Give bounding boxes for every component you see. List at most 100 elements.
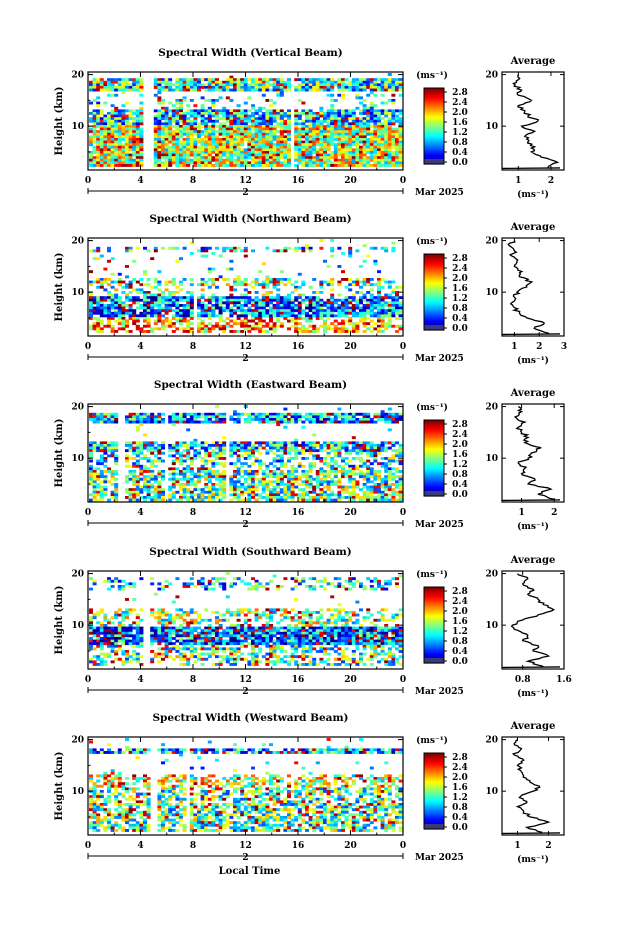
colorbar-step [424,458,444,460]
date-label: Mar 2025 [415,687,464,697]
colorbar-step [424,482,444,484]
colorbar-step [424,797,444,800]
colorbar-step [424,145,444,147]
colorbar-step [424,802,444,805]
colorbar-step [424,275,444,278]
colorbar-step [424,778,444,781]
profile-line [510,573,556,668]
profile-title: Average [510,555,556,566]
x-tick-label: 0 [85,176,91,186]
colorbar-step [424,807,444,810]
x-tick-label: 0 [400,508,406,518]
x-tick-label: 12 [239,508,252,518]
colorbar-step [424,822,444,825]
profile-xlabel: (ms⁻¹) [517,189,549,200]
colorbar-step [424,302,444,304]
profile-frame [501,570,565,670]
colorbar-step [424,791,444,793]
colorbar-step [424,281,444,284]
colorbar-tick-label: 0.0 [452,158,468,168]
colorbar-step [424,627,444,630]
colorbar-step [424,628,444,631]
colorbar-step [424,93,444,95]
colorbar-step [424,603,444,606]
x-tick-label: 20 [344,675,357,685]
colorbar-step [424,271,444,274]
colorbar-step [424,440,444,443]
colorbar-step [424,88,444,90]
colorbar-tick-label: 0.8 [452,304,468,314]
colorbar-step [424,295,444,298]
colorbar-step [424,142,444,145]
x-tick-label: 4 [137,342,143,352]
colorbar-tick-label: 2.4 [452,763,468,773]
profile-y-tick-label: 10 [485,621,498,631]
colorbar-step [424,478,444,481]
profile-line [501,333,561,336]
colorbar: (ms⁻¹) 2.82.42.01.61.20.80.40.0 [416,236,468,334]
colorbar-step [424,471,444,474]
colorbar-step [424,618,444,621]
colorbar-step [424,294,444,297]
colorbar-step [424,293,444,296]
x-tick-label: 16 [292,675,305,685]
colorbar-step [424,787,444,790]
colorbar-step [424,445,444,448]
profile-y-tick-label: 20 [485,237,498,247]
colorbar-tick-label: 2.0 [452,440,468,450]
colorbar-step [424,138,444,141]
colorbar-step [424,128,444,131]
colorbar-tick-label: 1.2 [452,128,468,138]
colorbar-step [424,112,444,114]
colorbar-step [424,815,444,817]
colorbar-step [424,312,444,315]
colorbar-step [424,441,444,444]
colorbar-step [424,422,444,425]
colorbar-step [424,115,444,118]
colorbar-step [424,444,444,446]
colorbar-step [424,650,444,653]
colorbar-step [424,623,444,626]
colorbar-step [424,430,444,432]
colorbar-step [424,141,444,144]
colorbar-step [424,311,444,313]
colorbar-step [424,464,444,467]
heatmap-cells [89,239,403,333]
x-tick-label: 8 [190,342,196,352]
colorbar-step [424,468,444,470]
x-tick-label: 20 [344,841,357,851]
colorbar-step [424,793,444,796]
colorbar-step [424,782,444,784]
y-tick-label: 10 [71,288,84,298]
colorbar-step [424,261,444,264]
panel-title: Spectral Width (Eastward Beam) [154,379,347,391]
colorbar-step [424,768,444,771]
colorbar-step [424,264,444,266]
colorbar-step [424,432,444,435]
colorbar-step [424,760,444,763]
profile-y-tick-label: 20 [485,736,498,746]
colorbar-step [424,426,444,429]
colorbar-tick-label: 1.2 [452,793,468,803]
panel-title: Spectral Width (Southward Beam) [149,546,351,558]
colorbar-step [424,589,444,592]
colorbar-step [424,763,444,765]
colorbar-step [424,118,444,121]
colorbar-unit: (ms⁻¹) [416,735,448,746]
colorbar-tick-label: 0.4 [452,480,468,490]
x-tick-label: 16 [292,508,305,518]
colorbar-step [424,473,444,476]
colorbar-step [424,806,444,809]
profile-y-tick-label: 10 [485,288,498,298]
colorbar-step [424,157,444,160]
colorbar-step [424,644,444,646]
colorbar: (ms⁻¹) 2.82.42.01.61.20.80.40.0 [416,70,468,168]
y-axis-label: Height (km) [54,87,65,156]
colorbar-step [424,646,444,649]
colorbar-step [424,290,444,293]
colorbar-step [424,89,444,92]
colorbar-step [424,655,444,658]
colorbar-step [424,319,444,322]
colorbar-step [424,818,444,821]
